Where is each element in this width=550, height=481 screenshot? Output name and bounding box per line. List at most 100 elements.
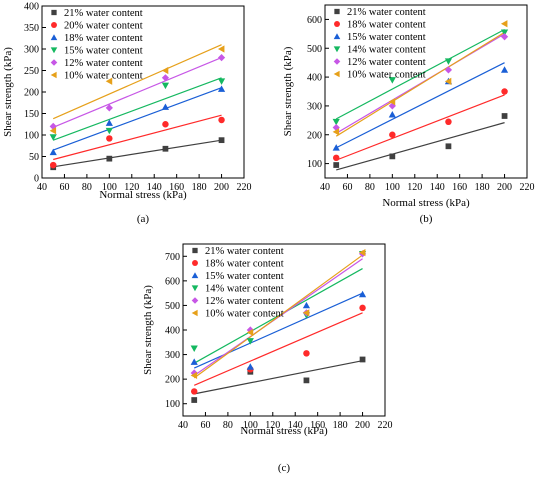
data-point <box>162 121 169 128</box>
legend-label: 15% water content <box>205 271 284 282</box>
data-point <box>246 363 254 370</box>
data-point <box>303 350 310 357</box>
data-point <box>501 88 508 95</box>
data-point <box>389 153 396 160</box>
legend-label: 20% water content <box>64 21 143 32</box>
legend-marker <box>192 247 198 254</box>
legend-label: 18% water content <box>205 259 284 270</box>
data-point <box>105 77 113 85</box>
data-point <box>105 127 113 135</box>
fit-line <box>336 122 505 171</box>
y-tick-label: 200 <box>24 88 39 99</box>
x-tick-label: 140 <box>147 182 162 193</box>
data-point <box>106 155 113 162</box>
data-point <box>359 304 366 312</box>
x-tick-label: 220 <box>378 420 393 431</box>
data-point <box>389 131 396 138</box>
y-tick-label: 100 <box>307 159 322 170</box>
data-point <box>161 66 169 75</box>
data-point <box>190 388 198 395</box>
fit-line <box>53 139 222 168</box>
y-tick-label: 600 <box>165 276 180 287</box>
chart-panel-1: 40 60 80 100 120 140 160 180 200 220 100 200 300 400 5… <box>282 4 535 225</box>
y-tick-label: 100 <box>165 399 180 410</box>
fit-line <box>194 360 363 395</box>
data-point <box>358 249 366 257</box>
data-point <box>302 309 310 317</box>
data-point <box>190 371 198 380</box>
x-tick-label: 180 <box>192 182 207 193</box>
legend-label: 21% water content <box>347 7 426 18</box>
legend-marker <box>333 46 341 53</box>
y-tick-label: 0 <box>34 174 39 185</box>
y-tick-label: 100 <box>24 131 39 142</box>
data-point <box>217 54 226 62</box>
data-point <box>191 397 198 403</box>
x-tick-label: 160 <box>310 420 325 431</box>
legend-marker <box>51 22 57 28</box>
x-tick-label: 80 <box>365 182 375 193</box>
chart-panel-0: 40 60 80 100 120 140 160 180 200 220 0 50 100 150 200 2… <box>2 2 252 226</box>
x-tick-label: 180 <box>333 420 348 431</box>
legend-marker <box>334 21 340 27</box>
legend-label: 14% water content <box>347 45 426 56</box>
x-tick-label: 200 <box>214 182 229 193</box>
data-point <box>388 110 396 118</box>
data-point <box>217 85 226 92</box>
legend-marker <box>333 70 340 78</box>
x-tick-label: 140 <box>430 182 445 193</box>
legend-marker <box>51 9 57 16</box>
data-point <box>190 345 198 353</box>
data-point <box>358 290 367 298</box>
x-axis-label: Normal stress (kPa) <box>99 189 187 201</box>
y-axis-label: Shear strength (kPa) <box>2 47 14 137</box>
data-point <box>444 77 452 86</box>
panel-label: (c) <box>278 462 291 474</box>
x-tick-label: 140 <box>288 420 303 431</box>
y-tick-label: 300 <box>165 350 180 361</box>
x-tick-label: 100 <box>102 182 117 193</box>
panel-label: (b) <box>420 213 433 225</box>
data-point <box>303 377 310 384</box>
data-point <box>444 66 453 74</box>
x-tick-label: 100 <box>243 420 258 431</box>
legend-marker <box>191 297 199 304</box>
fit-line <box>193 254 363 379</box>
x-axis-label: Normal stress (kPa) <box>240 425 328 437</box>
data-point <box>445 118 452 126</box>
data-point <box>190 358 198 365</box>
data-point <box>217 45 225 53</box>
data-point <box>333 162 340 168</box>
y-tick-label: 700 <box>165 252 180 263</box>
fit-line <box>335 33 505 134</box>
y-tick-label: 500 <box>307 44 322 55</box>
legend-label: 21% water content <box>205 246 284 257</box>
x-tick-label: 180 <box>475 182 490 193</box>
data-point <box>161 82 170 90</box>
data-point <box>49 127 57 135</box>
x-tick-label: 160 <box>169 182 184 193</box>
chart-panel-2: 40 60 80 100 120 140 160 180 200 220 100 200 300 400 5… <box>142 243 393 474</box>
data-point <box>500 29 509 36</box>
legend-marker <box>50 59 58 66</box>
legend-marker <box>191 309 198 317</box>
fit-line <box>335 31 505 137</box>
x-tick-label: 40 <box>37 182 47 193</box>
legend-marker <box>191 272 199 279</box>
data-point <box>218 137 225 144</box>
data-point <box>161 103 170 110</box>
data-point <box>105 104 113 112</box>
x-axis-label: Normal stress (kPa) <box>382 197 470 209</box>
data-point <box>500 33 509 41</box>
legend-label: 10% water content <box>64 71 143 82</box>
legend-label: 12% water content <box>64 58 143 69</box>
y-tick-label: 400 <box>24 2 39 13</box>
data-point <box>359 356 366 363</box>
y-tick-label: 600 <box>307 15 322 26</box>
y-tick-label: 200 <box>165 375 180 386</box>
data-point <box>246 328 254 337</box>
y-tick-label: 150 <box>24 109 39 120</box>
data-point <box>332 144 340 151</box>
